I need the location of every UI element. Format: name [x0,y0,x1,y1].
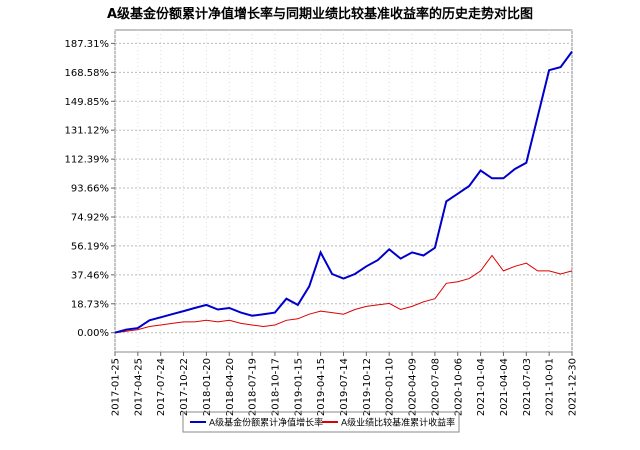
series-line [114,254,573,334]
legend-box [182,411,460,433]
x-tick-label: 2019-07-14 [339,358,350,416]
x-tick-label: 2021-01-04 [476,358,487,416]
x-tick-label: 2021-10-01 [545,358,556,416]
x-tick-label: 2020-07-08 [430,358,441,416]
x-tick-label: 2017-01-25 [111,358,122,416]
x-tick-label: 2021-07-03 [522,358,533,416]
x-tick-label: 2019-04-15 [316,358,327,416]
x-tick-label: 2018-07-19 [248,358,259,416]
x-tick-label: 2020-10-06 [453,358,464,416]
x-tick-label: 2019-10-12 [362,358,373,416]
x-tick-label: 2018-04-20 [225,358,236,416]
y-tick-label: 93.66% [71,184,109,195]
x-tick-label: 2020-01-10 [385,358,396,416]
x-tick-label: 2018-10-17 [270,358,281,416]
legend-label: A级业绩比较基准累计收益率 [341,417,455,429]
chart-title: A级基金份额累计净值增长率与同期业绩比较基准收益率的历史走势对比图 [107,6,533,22]
x-tick-label: 2019-01-15 [293,358,304,416]
x-tick-label: 2021-04-04 [499,358,510,416]
y-tick-label: 56.19% [71,241,109,252]
x-tick-label: 2017-10-22 [179,358,190,416]
y-tick-label: 149.85% [65,97,110,108]
y-tick-label: 187.31% [65,39,110,50]
x-tick-label: 2018-01-20 [202,358,213,416]
y-tick-label: 37.46% [71,270,109,281]
y-tick-label: 18.73% [71,299,109,310]
x-tick-label: 2017-04-25 [133,358,144,416]
y-tick-label: 0.00% [77,328,109,339]
legend-label: A级基金份额累计净值增长率 [209,417,323,429]
x-tick-label: 2017-07-24 [156,358,167,416]
y-tick-label: 131.12% [65,126,110,137]
y-tick-label: 168.58% [65,68,110,79]
x-tick-label: 2021-12-30 [568,358,579,416]
y-tick-label: 74.92% [71,212,109,223]
y-tick-label: 112.39% [65,155,110,166]
x-tick-label: 2020-04-09 [408,358,419,416]
series-line [114,51,573,334]
